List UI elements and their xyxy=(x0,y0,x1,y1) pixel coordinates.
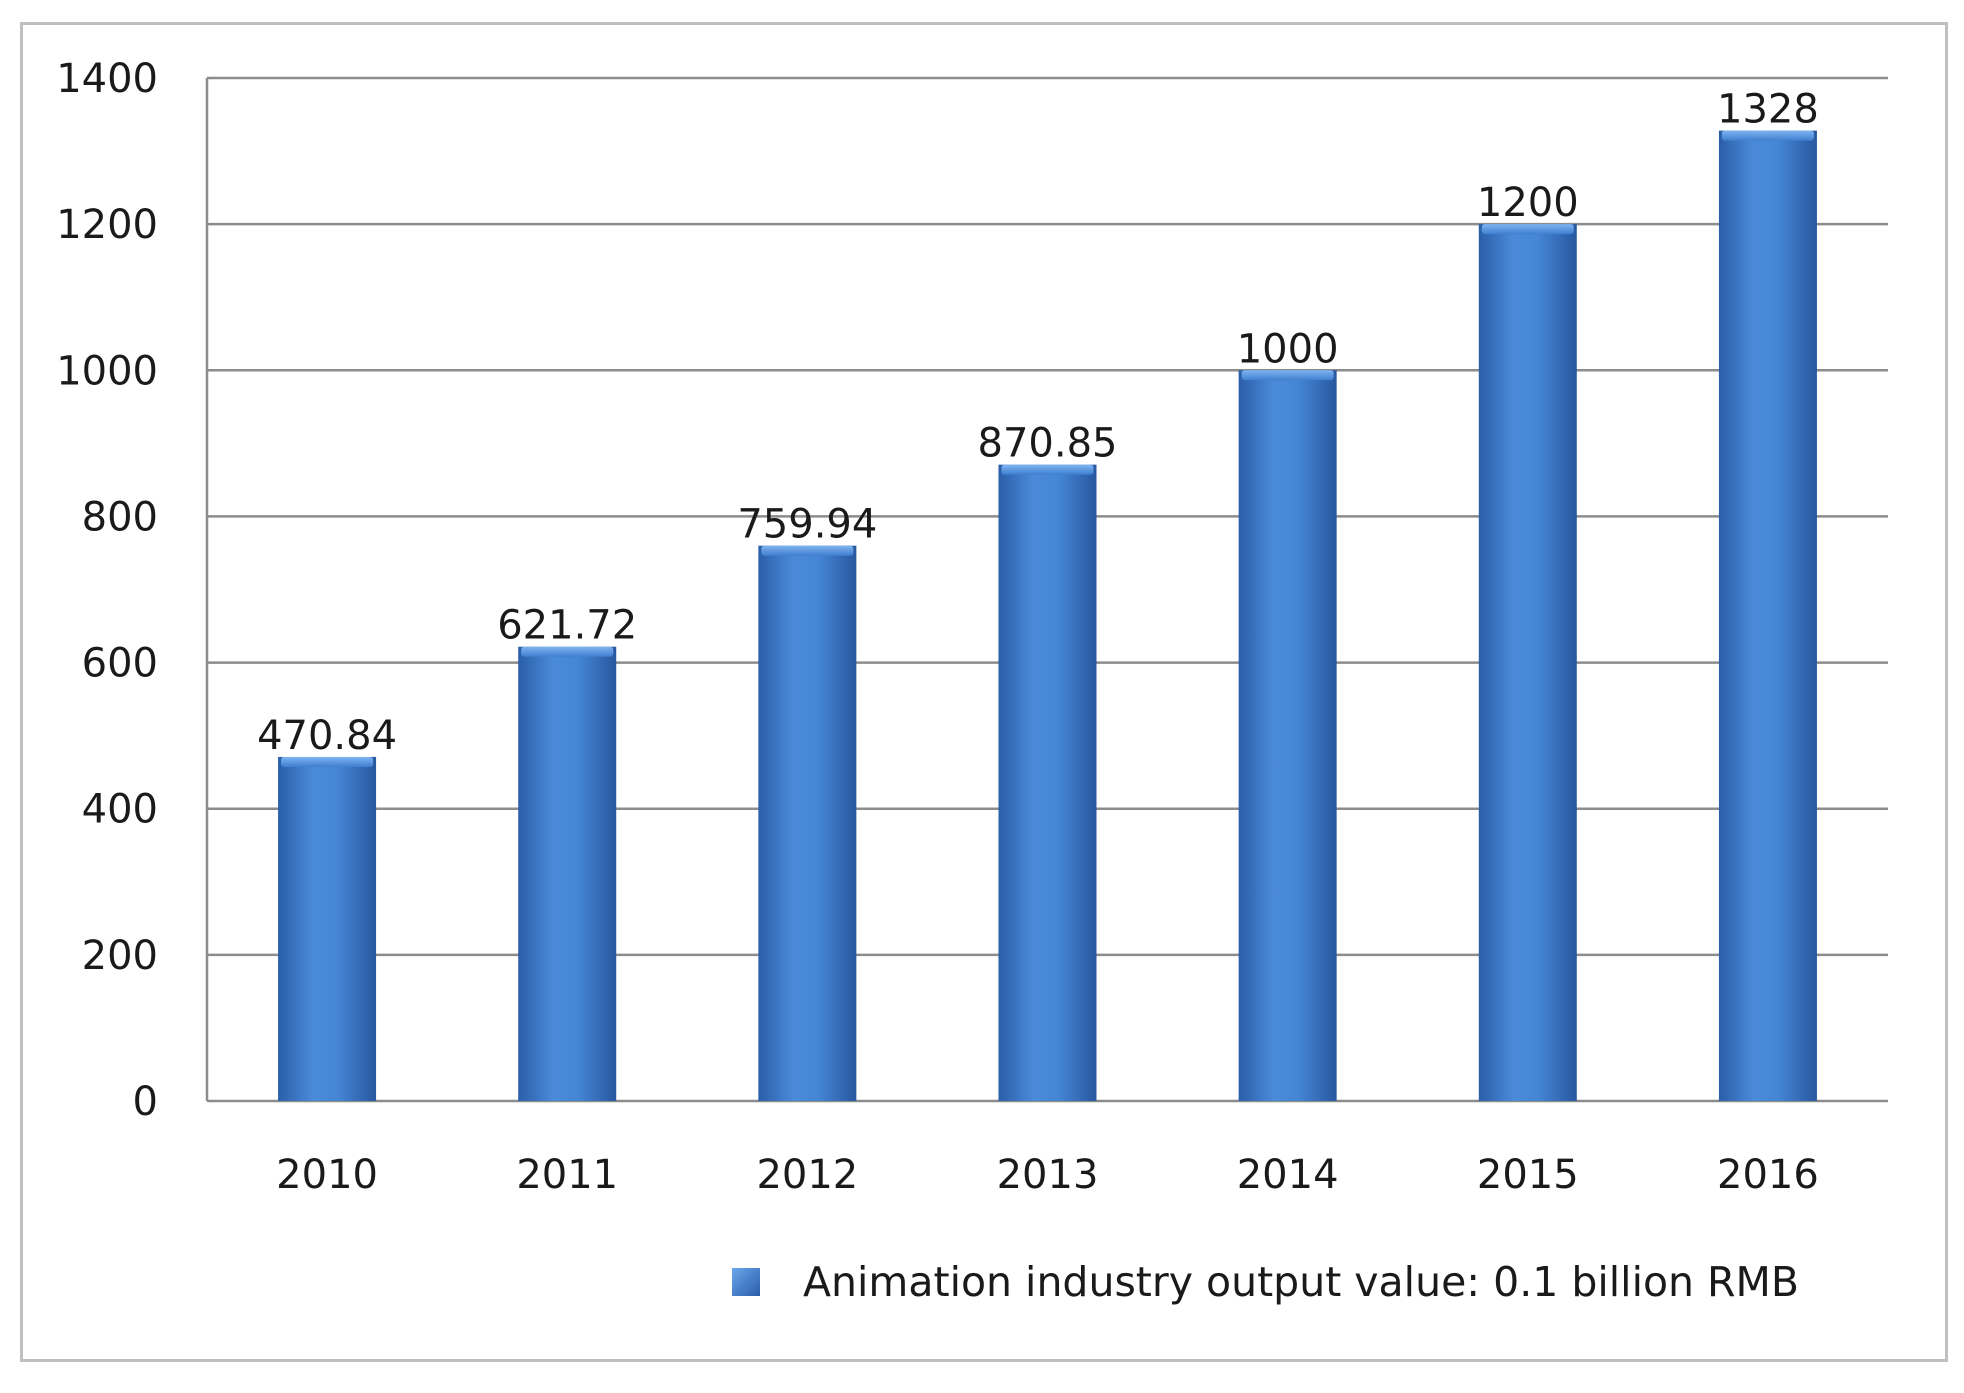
x-tick-label: 2013 xyxy=(997,1152,1099,1198)
legend-label: Animation industry output value: 0.1 bil… xyxy=(803,1258,1799,1306)
x-tick-label: 2011 xyxy=(516,1152,618,1198)
data-label: 1328 xyxy=(1717,87,1819,133)
bar xyxy=(1718,130,1817,1101)
bar xyxy=(758,545,857,1101)
bar xyxy=(1478,224,1577,1102)
x-tick-label: 2015 xyxy=(1477,1152,1579,1198)
y-tick-label: 1400 xyxy=(56,56,158,102)
x-axis-tick-labels: 2010 2011 2012 2013 2014 2015 2016 xyxy=(276,1152,1819,1198)
x-tick-label: 2010 xyxy=(276,1152,378,1198)
y-tick-label: 0 xyxy=(133,1079,158,1125)
bar xyxy=(998,464,1097,1101)
y-tick-label: 200 xyxy=(82,933,158,979)
bar-cap xyxy=(1001,464,1094,475)
data-label: 470.84 xyxy=(257,713,397,759)
y-tick-label: 800 xyxy=(82,494,158,540)
y-tick-label: 600 xyxy=(82,641,158,687)
x-tick-label: 2012 xyxy=(756,1152,858,1198)
data-label: 759.94 xyxy=(737,502,877,548)
bar xyxy=(518,646,617,1101)
data-labels: 470.84 621.72 759.94 870.85 1000 1200 1328 xyxy=(257,87,1819,759)
bars xyxy=(278,130,1817,1102)
x-tick-label: 2014 xyxy=(1237,1152,1339,1198)
x-tick-label: 2016 xyxy=(1717,1152,1819,1198)
y-tick-label: 1000 xyxy=(56,348,158,394)
bar-cap xyxy=(521,646,614,657)
bar-cap xyxy=(1481,224,1574,235)
data-label: 621.72 xyxy=(497,603,637,649)
gridlines xyxy=(205,76,1888,1103)
bar-cap xyxy=(1721,130,1814,141)
legend-swatch xyxy=(732,1268,760,1296)
legend: Animation industry output value: 0.1 bil… xyxy=(732,1258,1799,1306)
y-tick-label: 400 xyxy=(82,787,158,833)
data-label: 1200 xyxy=(1477,180,1579,226)
y-tick-label: 1200 xyxy=(56,202,158,248)
data-label: 1000 xyxy=(1237,326,1339,372)
y-axis-tick-labels: 0 200 400 600 800 1000 1200 1400 xyxy=(56,56,158,1125)
chart-frame xyxy=(20,22,1948,1362)
bar xyxy=(278,756,377,1101)
bar-cap xyxy=(761,545,854,556)
bar xyxy=(1238,370,1337,1101)
data-label: 870.85 xyxy=(978,421,1118,467)
bar-cap xyxy=(1241,370,1334,381)
bar-cap xyxy=(281,756,374,767)
